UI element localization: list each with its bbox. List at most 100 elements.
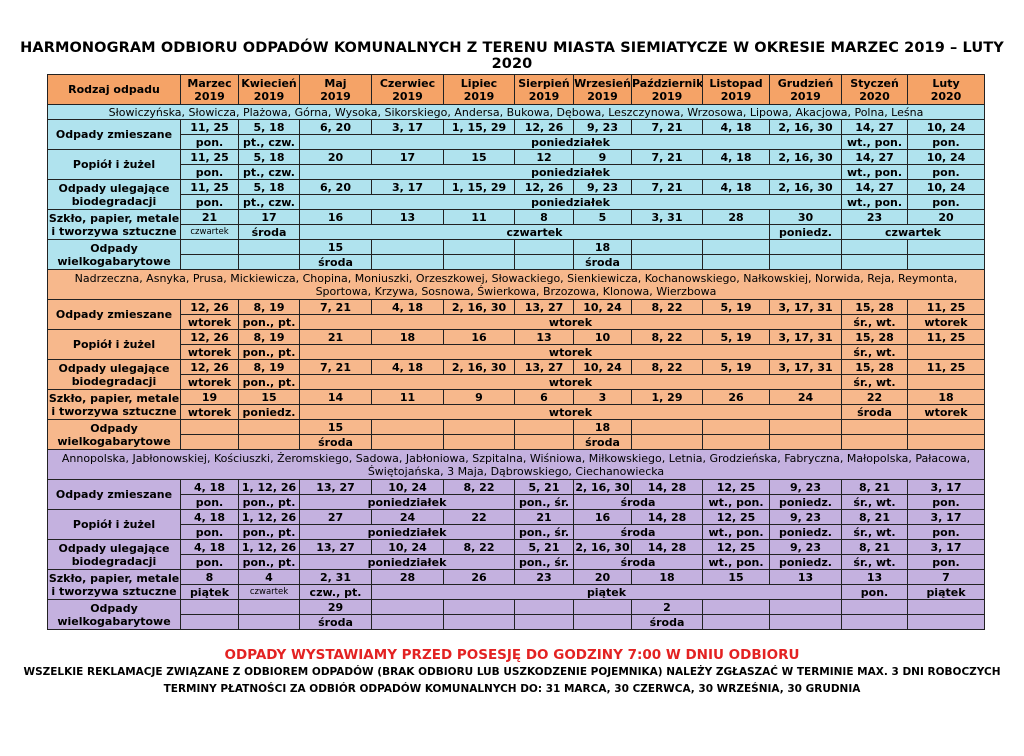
pickup-weekday-cell	[238, 614, 300, 630]
pickup-dates-cell: 1, 29	[631, 389, 703, 405]
pickup-weekday-cell	[907, 614, 985, 630]
pickup-weekday-cell: pon.	[841, 584, 908, 600]
pickup-dates-cell: 20	[299, 149, 372, 165]
pickup-dates-cell: 11, 25	[180, 119, 239, 135]
pickup-weekday-cell: środa	[573, 434, 632, 450]
pickup-dates-cell: 21	[180, 209, 239, 225]
pickup-dates-cell: 8, 19	[238, 359, 300, 375]
pickup-weekday-cell: pon.	[907, 494, 985, 510]
pickup-dates-cell: 12, 26	[514, 179, 574, 195]
pickup-dates-cell: 16	[573, 509, 632, 525]
pickup-dates-cell: 15	[702, 569, 770, 585]
pickup-dates-cell: 2, 16, 30	[443, 299, 515, 315]
pickup-weekday-cell: środa	[238, 224, 300, 240]
pickup-weekday-cell: wt., pon.	[702, 554, 770, 570]
pickup-dates-cell: 26	[443, 569, 515, 585]
pickup-dates-cell: 7, 21	[299, 359, 372, 375]
pickup-weekday-cell	[841, 254, 908, 270]
header-month: Maj 2019	[299, 74, 372, 105]
waste-type-label: Odpady wielkogabarytowe	[47, 239, 181, 270]
pickup-weekday-cell	[443, 614, 515, 630]
pickup-dates-cell: 2, 16, 30	[573, 539, 632, 555]
pickup-dates-cell: 21	[514, 509, 574, 525]
pickup-dates-cell: 12, 26	[180, 359, 239, 375]
pickup-dates-cell: 11	[371, 389, 444, 405]
table-row: wtorek poniedz. wtorek środa wtorek	[48, 404, 985, 420]
table-row: wtorek pon., pt. wtorek śr., wt.	[48, 344, 985, 360]
pickup-dates-cell: 15, 28	[841, 359, 908, 375]
pickup-dates-cell: 8, 22	[631, 329, 703, 345]
pickup-dates-cell: 12, 25	[702, 539, 770, 555]
pickup-weekday-cell	[180, 254, 239, 270]
header-month: Październik 2019	[631, 74, 703, 105]
pickup-weekday-cell: pon.	[180, 554, 239, 570]
pickup-weekday-cell: czw., pt.	[299, 584, 372, 600]
pickup-dates-cell: 18	[631, 569, 703, 585]
header-month: Marzec 2019	[180, 74, 239, 105]
pickup-dates-cell: 20	[907, 209, 985, 225]
pickup-dates-cell: 8	[180, 569, 239, 585]
pickup-dates-cell: 8, 22	[443, 479, 515, 495]
pickup-dates-cell: 8, 19	[238, 299, 300, 315]
pickup-dates-cell: 12, 25	[702, 479, 770, 495]
pickup-weekday-cell	[769, 254, 842, 270]
pickup-dates-cell: 10, 24	[907, 149, 985, 165]
pickup-dates-cell: 7, 21	[631, 119, 703, 135]
table-row: Odpady zmieszane 4, 18 1, 12, 26 13, 27 10, …	[47, 479, 985, 510]
table-row: pon. pon., pt. poniedziałek pon., śr. środa w…	[48, 524, 985, 540]
table-row: Szkło, papier, metale i tworzywa sztuczn…	[47, 569, 985, 600]
pickup-dates-cell: 10, 24	[371, 539, 444, 555]
pickup-dates-cell: 11, 25	[907, 359, 985, 375]
table-row: Odpady zmieszane 11, 25 5, 18 6, 20 3, 17 1, …	[47, 119, 985, 150]
pickup-dates-cell: 11, 25	[180, 149, 239, 165]
pickup-weekday-cell: poniedziałek	[299, 164, 842, 180]
pickup-dates-cell	[841, 239, 908, 255]
pickup-dates-cell	[238, 419, 300, 435]
pickup-weekday-cell	[443, 254, 515, 270]
pickup-dates-cell	[514, 239, 574, 255]
pickup-weekday-cell: wtorek	[180, 404, 239, 420]
pickup-weekday-cell: środa	[573, 524, 703, 540]
pickup-dates-cell: 8, 21	[841, 479, 908, 495]
pickup-weekday-cell: śr., wt.	[841, 374, 908, 390]
pickup-dates-cell: 5, 19	[702, 359, 770, 375]
pickup-weekday-cell	[371, 614, 444, 630]
pickup-weekday-cell: pt., czw.	[238, 164, 300, 180]
pickup-weekday-cell: poniedz.	[238, 404, 300, 420]
pickup-weekday-cell	[443, 434, 515, 450]
table-row: piątek czwartek czw., pt. piątek pon. piątek	[48, 584, 985, 600]
pickup-weekday-cell: poniedziałek	[299, 494, 515, 510]
pickup-dates-cell: 6, 20	[299, 119, 372, 135]
pickup-dates-cell: 11	[443, 209, 515, 225]
pickup-dates-cell: 18	[573, 419, 632, 435]
pickup-weekday-cell: wt., pon.	[841, 164, 908, 180]
pickup-weekday-cell: pon., śr.	[514, 554, 574, 570]
table-row: Popiół i żużel 12, 26 8, 19 21 18 16 13 10 8, 22…	[47, 329, 985, 360]
pickup-weekday-cell: pon.	[907, 554, 985, 570]
pickup-dates-cell	[769, 599, 842, 615]
waste-type-label: Szkło, papier, metale i tworzywa sztuczn…	[47, 209, 181, 240]
pickup-dates-cell: 15	[443, 149, 515, 165]
pickup-dates-cell: 17	[371, 149, 444, 165]
pickup-dates-cell: 22	[443, 509, 515, 525]
pickup-dates-cell: 4, 18	[702, 119, 770, 135]
pickup-dates-cell: 12, 26	[514, 119, 574, 135]
pickup-dates-cell: 13	[371, 209, 444, 225]
pickup-weekday-cell: wt., pon.	[841, 134, 908, 150]
waste-type-label: Odpady zmieszane	[47, 119, 181, 150]
pickup-weekday-cell: pon.	[180, 134, 239, 150]
pickup-weekday-cell	[238, 434, 300, 450]
table-row: pon. pt., czw. poniedziałek wt., pon. pon.	[48, 164, 985, 180]
pickup-dates-cell: 13	[514, 329, 574, 345]
pickup-dates-cell: 30	[769, 209, 842, 225]
pickup-dates-cell: 4	[238, 569, 300, 585]
pickup-dates-cell: 10, 24	[573, 359, 632, 375]
pickup-dates-cell: 18	[907, 389, 985, 405]
pickup-dates-cell	[371, 599, 444, 615]
pickup-dates-cell: 20	[573, 569, 632, 585]
pickup-dates-cell: 5, 18	[238, 179, 300, 195]
pickup-dates-cell: 14, 28	[631, 479, 703, 495]
table-row: Odpady ulegające biodegradacji 4, 18 1, 12…	[47, 539, 985, 570]
pickup-dates-cell: 6	[514, 389, 574, 405]
waste-type-label: Popiół i żużel	[47, 329, 181, 360]
